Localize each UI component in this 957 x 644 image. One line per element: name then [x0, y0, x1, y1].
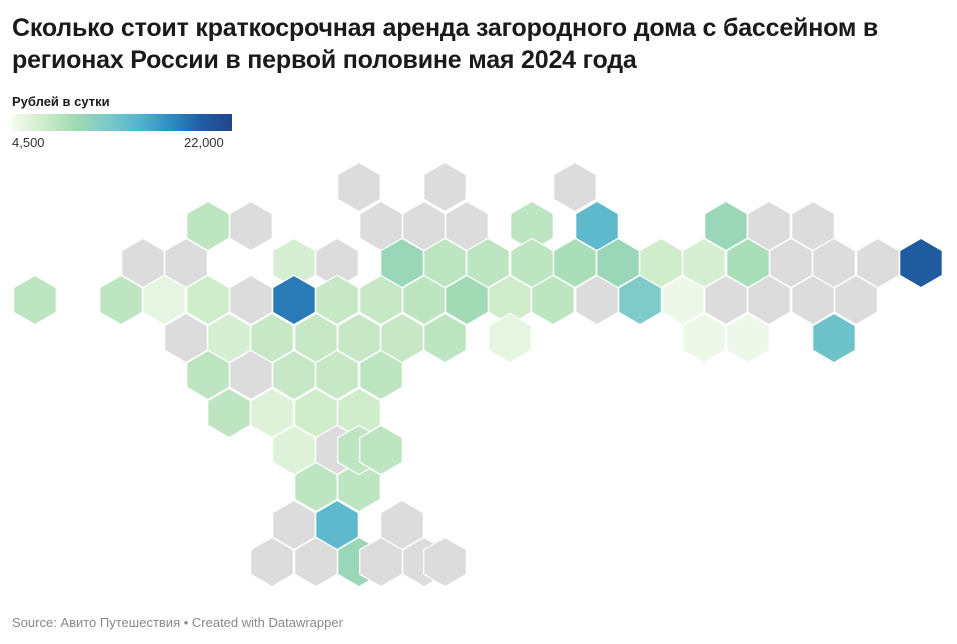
region-hex[interactable]: [423, 312, 467, 364]
region-hex[interactable]: [747, 200, 791, 252]
region-hex[interactable]: [250, 312, 294, 364]
source-text: Source: Авито Путешествия: [12, 615, 181, 630]
region-hex[interactable]: [250, 387, 294, 439]
region-hex[interactable]: [294, 536, 338, 588]
footer: Source: Авито Путешествия • Created with…: [12, 615, 343, 630]
region-hex[interactable]: [13, 274, 57, 326]
region-hex[interactable]: [682, 312, 726, 364]
region-hex[interactable]: [466, 237, 510, 289]
region-hex[interactable]: [337, 161, 381, 213]
region-hex[interactable]: [899, 237, 943, 289]
region-hex[interactable]: [359, 536, 403, 588]
region-hex[interactable]: [812, 312, 856, 364]
region-hex[interactable]: [812, 237, 856, 289]
footer-separator: •: [180, 615, 192, 630]
region-hex[interactable]: [726, 312, 770, 364]
region-hex[interactable]: [488, 312, 532, 364]
legend-max-label: 22,000: [184, 135, 224, 150]
region-hex[interactable]: [553, 161, 597, 213]
datawrapper-credit: Created with Datawrapper: [191, 615, 343, 630]
region-hex[interactable]: [423, 536, 467, 588]
chart-title: Сколько стоит краткосрочная аренда загор…: [12, 14, 879, 74]
region-hex[interactable]: [359, 424, 403, 476]
legend-color-bar: [12, 114, 232, 131]
legend-min-label: 4,500: [12, 135, 45, 150]
region-hex[interactable]: [315, 274, 359, 326]
region-hex[interactable]: [229, 200, 273, 252]
legend-title: Рублей в сутки: [12, 94, 110, 109]
region-hex[interactable]: [423, 161, 467, 213]
region-hex[interactable]: [272, 499, 316, 551]
